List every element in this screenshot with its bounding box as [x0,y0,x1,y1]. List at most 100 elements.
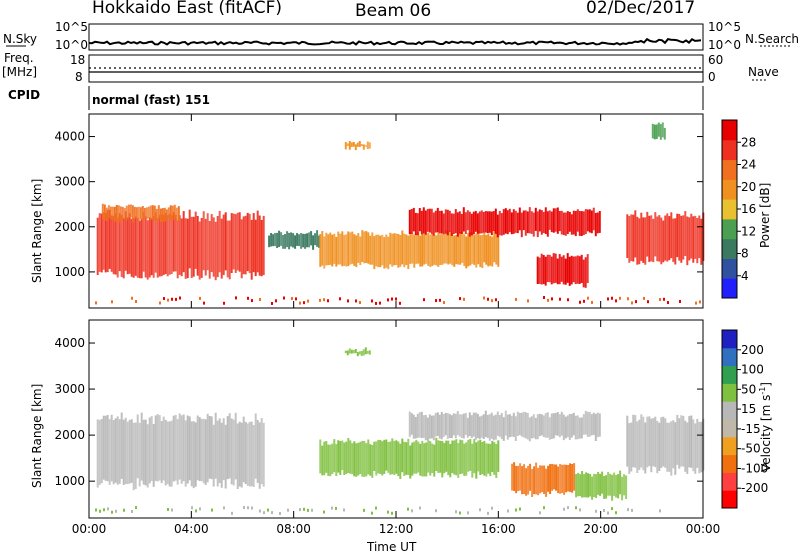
ground-scatter [95,296,701,305]
echo-column [475,442,478,479]
echo-column [319,439,322,474]
echo-column [469,232,472,266]
scatter-point [631,508,633,512]
scatter-point [123,508,125,512]
echo-column [615,475,618,498]
echo-column [520,412,523,437]
echo-column [104,212,107,273]
echo-column [172,212,175,272]
echo-column [546,412,549,438]
echo-column [672,218,675,262]
scatter-point [663,297,665,301]
echo-column [348,141,351,150]
echo-column [423,233,426,265]
echo-column [558,414,561,438]
echo-column [574,256,577,285]
scatter-point [635,300,637,304]
echo-column [367,232,370,264]
echo-column [354,349,357,354]
echo-column [579,474,582,497]
scatter-point [495,298,497,302]
scatter-point [171,297,173,301]
echo-column [654,416,657,468]
scatter-point [527,299,529,303]
scatter-point [387,298,389,302]
echo-column [158,215,161,277]
echo-column [686,422,689,474]
scatter-point [563,507,565,511]
echo-column [498,415,501,437]
power-cb-swatch [722,218,737,240]
scatter-point [235,296,237,300]
echo-column [412,414,415,439]
echo-column [168,421,171,487]
echo-column [658,422,661,471]
echo-column [461,440,464,474]
echo-column [343,235,346,266]
echo-column [578,256,581,284]
x-tick-label: 08:00 [276,522,311,536]
echo-column [666,422,669,472]
scatter-point [203,301,205,305]
echo-column [566,415,569,438]
echo-column [128,213,131,274]
echo-column [366,351,369,354]
echo-column [119,206,122,223]
vel-cb-tick-label: 100 [741,363,764,377]
echo-column [599,473,602,496]
echo-column [170,215,173,274]
echo-column [625,475,628,499]
echo-column [347,438,350,473]
echo-column [356,352,359,357]
scatter-point [515,508,517,512]
echo-column [198,221,201,280]
echo-column [544,256,547,286]
scatter-point [231,511,233,515]
echo-column [692,216,695,263]
scatter-point [407,507,409,511]
echo-column [423,443,426,477]
power-ylabel: Slant Range [km] [30,178,44,283]
echo-column [490,211,493,236]
echo-column [184,218,187,279]
echo-column [312,235,315,250]
echo-column [329,444,332,477]
echo-column [416,213,419,236]
echo-column [182,414,185,482]
echo-column [393,440,396,475]
echo-column [490,412,493,439]
echo-column [556,258,559,285]
echo-column [430,415,433,439]
echo-column [444,412,447,436]
echo-column [192,216,195,277]
scatter-point [695,301,697,305]
scatter-point [679,299,681,303]
echo-column [688,217,691,261]
power-cb-tick-label: 4 [741,269,749,283]
echo-column [121,206,124,220]
echo-column [308,232,311,248]
echo-column [484,410,487,438]
x-tick-label: 16:00 [481,522,516,536]
echo-column [335,444,338,477]
scatter-point [615,511,617,515]
echo-column [118,213,121,272]
echo-column [192,421,195,489]
echo-column [524,210,527,236]
echo-column [435,235,438,266]
velocity-colorbar: 200 100 50 15 -15 -50 -100 -200 [721,329,768,509]
echo-column [662,416,665,467]
noise-panel-frame [88,23,704,51]
echo-column [493,442,496,475]
echo-column [476,213,479,234]
echo-column [149,205,152,221]
echo-column [463,234,466,266]
echo-column [142,419,145,485]
scatter-point [435,509,437,513]
scatter-point [343,508,345,512]
echo-column [530,211,533,234]
vel-cb-swatch [722,401,737,420]
echo-column [349,232,352,265]
scatter-point [459,511,461,515]
scatter-point [539,511,541,515]
